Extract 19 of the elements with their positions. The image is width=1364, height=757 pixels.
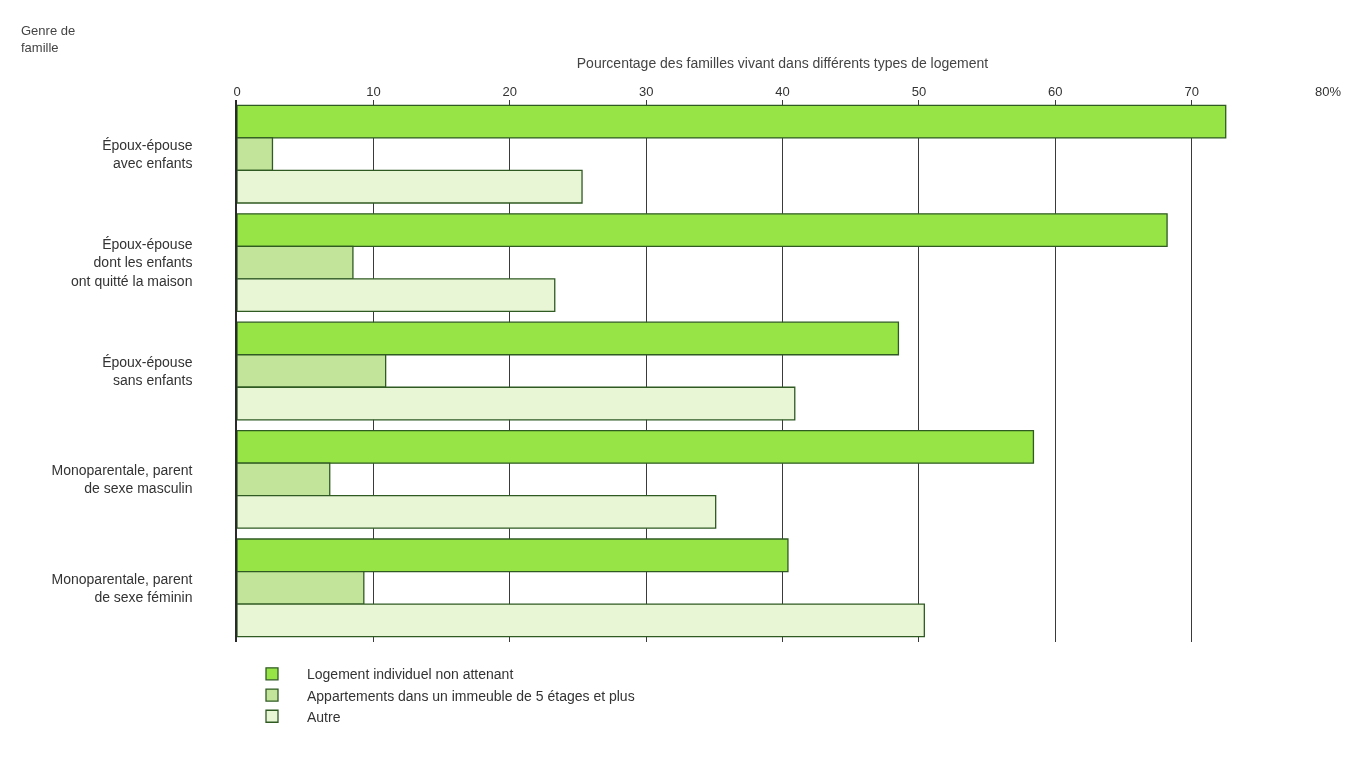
y-axis-title: Genre de famille [21, 23, 76, 55]
x-tick-label: 60 [1048, 84, 1063, 100]
x-tick-label: 40 [775, 84, 790, 100]
y-tick-label: Monoparentale, parent de sexe masculin [51, 462, 193, 497]
y-tick-label: Époux-épouse avec enfants [102, 137, 193, 172]
x-tick-label: 20 [502, 84, 517, 100]
x-tick-label: 30 [638, 84, 654, 100]
x-tick-label: 0 [233, 84, 241, 100]
legend-label: Autre [307, 708, 341, 725]
legend-label: Appartements dans un immeuble de 5 étages et plus [307, 687, 635, 704]
x-tick-label: 80% [1314, 84, 1342, 100]
y-tick-label: Époux-épouse dont les enfants ont quitté la maison [71, 236, 193, 289]
x-tick-label: 70 [1184, 84, 1199, 100]
y-tick-label: Monoparentale, parent de sexe féminin [51, 570, 193, 605]
x-tick-label: 50 [911, 84, 927, 100]
x-tick-label: 10 [366, 84, 381, 100]
legend-label: Logement individuel non attenant [307, 666, 514, 683]
y-tick-label: Époux-épouse sans enfants [102, 353, 193, 388]
x-axis-title: Pourcentage des familles vivant dans différents types de logement [576, 55, 989, 71]
